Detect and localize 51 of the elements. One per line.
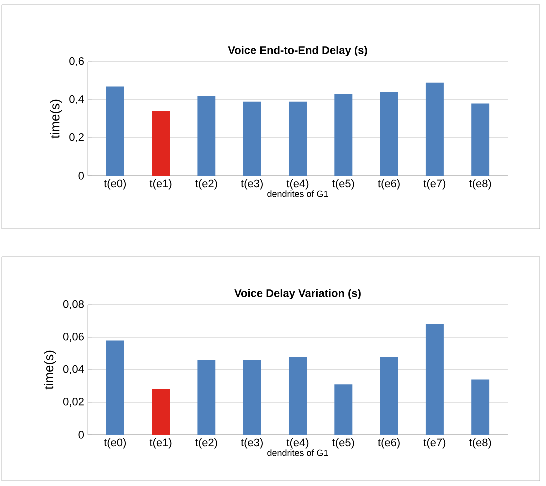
x-tick-label: t(e6) [378,438,400,449]
x-axis-title: dendrites of G1 [268,190,328,198]
y-tick-label: 0,08 [63,300,84,310]
x-axis-title: dendrites of G1 [268,450,328,456]
bar [426,324,444,435]
x-tick-label: t(e4) [286,180,309,190]
y-tick-label: 0 [78,172,84,180]
y-tick-label: 0,6 [70,57,84,67]
y-tick-label: 0,4 [70,95,84,105]
x-tick-label: t(e1) [150,438,172,449]
bar [288,102,307,176]
bar [198,360,216,435]
bar [472,104,490,176]
bar [198,96,216,176]
bar [426,82,444,176]
bar [152,389,170,435]
bar [106,86,124,176]
x-tick-label: t(e3) [241,180,263,190]
chart-title: Voice End-to-End Delay (s) [228,46,368,56]
y-tick-label: 0,02 [63,398,84,408]
y-tick-label: 0 [78,431,84,439]
x-tick-label: t(e1) [150,180,172,190]
y-axis-title: time(s) [50,100,62,139]
x-tick-label: t(e0) [104,180,126,190]
y-tick-label: 0,06 [63,332,84,342]
bar [288,356,307,435]
x-tick-label: t(e2) [196,438,218,449]
bar [380,92,398,176]
x-tick-label: t(e7) [424,180,446,190]
x-tick-label: t(e8) [469,180,492,190]
bar [152,111,170,176]
x-tick-label: t(e3) [241,438,263,449]
chart-title: Voice Delay Variation (s) [234,289,361,300]
x-tick-label: t(e2) [196,180,218,190]
x-tick-label: t(e5) [332,180,354,190]
y-tick-label: 0,2 [70,133,84,143]
x-tick-label: t(e0) [104,438,126,449]
x-tick-label: t(e7) [424,438,446,449]
x-tick-label: t(e5) [332,438,354,449]
bar [380,356,398,435]
x-tick-label: t(e6) [378,180,400,190]
x-tick-label: t(e8) [469,438,492,449]
bar [334,384,353,435]
y-tick-label: 0,04 [63,365,84,375]
bar [243,102,262,176]
bar [106,340,124,435]
bar [334,94,353,176]
bar [243,360,262,435]
y-axis-title: time(s) [44,350,56,390]
bar [472,380,490,435]
x-tick-label: t(e4) [286,438,309,449]
